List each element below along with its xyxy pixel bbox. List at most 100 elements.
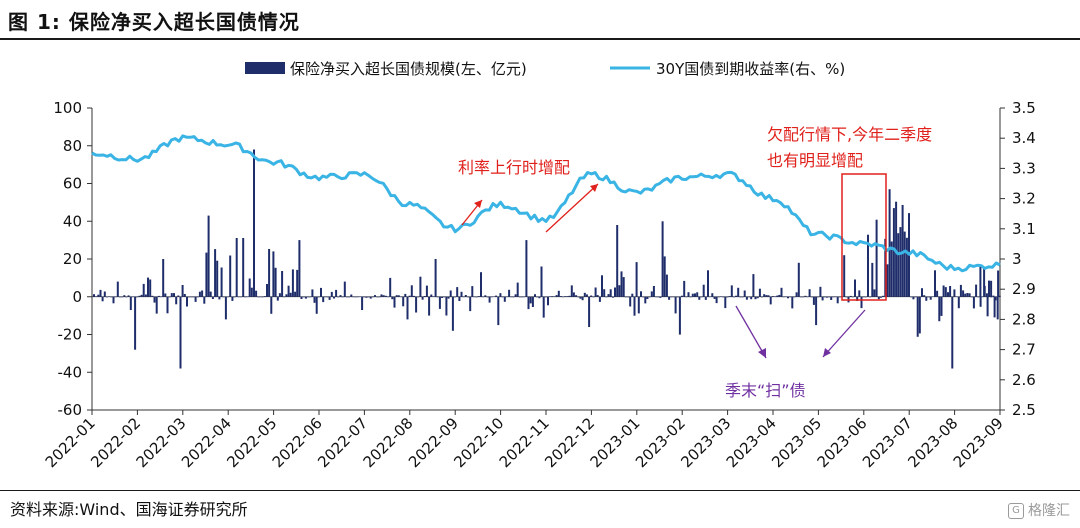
- bar: [996, 296, 999, 320]
- bar: [570, 285, 573, 297]
- highlight-box: [841, 173, 887, 301]
- bar: [395, 295, 398, 297]
- bar: [812, 296, 815, 305]
- y-left-tick-label: 20: [63, 250, 82, 268]
- bar: [752, 274, 755, 297]
- bar: [131, 296, 134, 298]
- bar: [918, 296, 921, 334]
- bar: [938, 296, 941, 322]
- bar: [497, 296, 500, 326]
- bar: [640, 291, 642, 297]
- bar: [756, 296, 759, 299]
- bar: [155, 296, 158, 314]
- footer-rule: [0, 490, 1080, 491]
- bar: [652, 286, 655, 297]
- bar: [477, 296, 480, 297]
- bar: [616, 225, 619, 297]
- bar: [730, 285, 733, 297]
- bar: [722, 296, 725, 298]
- bar: [443, 296, 446, 298]
- bar: [754, 296, 757, 300]
- bar: [624, 296, 627, 298]
- bar: [860, 296, 863, 309]
- bar: [871, 262, 874, 297]
- bar: [324, 296, 327, 298]
- bar: [315, 296, 318, 314]
- bar: [458, 296, 461, 301]
- bar: [205, 252, 208, 297]
- bar: [214, 249, 217, 297]
- bar: [879, 296, 882, 298]
- bar: [905, 237, 908, 297]
- bar: [235, 238, 238, 297]
- bar: [118, 296, 121, 298]
- bar: [551, 296, 554, 297]
- legend-bar-swatch: [245, 62, 285, 74]
- bar: [337, 296, 340, 298]
- bar: [581, 296, 584, 301]
- bar: [356, 296, 359, 298]
- bar: [992, 295, 995, 297]
- bar: [585, 294, 588, 297]
- bar: [162, 259, 165, 297]
- bar: [793, 296, 796, 298]
- bar: [787, 296, 789, 299]
- bar: [190, 296, 193, 298]
- y-left-tick-label: -40: [58, 363, 83, 381]
- bar: [875, 219, 878, 297]
- bar: [691, 293, 694, 297]
- bar: [419, 276, 422, 297]
- bar: [283, 296, 286, 298]
- bar: [415, 296, 418, 313]
- bar: [101, 296, 104, 302]
- bar: [149, 279, 152, 297]
- bar: [959, 284, 962, 297]
- bar: [391, 296, 394, 300]
- bar: [631, 293, 634, 297]
- bar: [384, 295, 387, 297]
- bar: [972, 296, 975, 309]
- title-rule: [0, 38, 1080, 40]
- bar: [231, 296, 234, 301]
- bar: [830, 296, 833, 300]
- bar: [387, 296, 389, 298]
- bar: [622, 277, 625, 297]
- bar: [940, 296, 943, 316]
- bar: [93, 294, 95, 297]
- bar: [564, 296, 567, 297]
- bar: [425, 285, 428, 297]
- bar: [758, 288, 761, 297]
- bar: [873, 289, 876, 297]
- bar: [720, 296, 722, 297]
- bar: [363, 296, 366, 298]
- bar: [572, 292, 575, 297]
- bar: [413, 295, 415, 297]
- bar: [114, 296, 117, 298]
- y-left-tick-label: 0: [72, 288, 82, 306]
- bar: [166, 296, 169, 314]
- bar: [594, 287, 597, 297]
- bar: [333, 296, 335, 299]
- bar: [944, 287, 947, 297]
- bar: [817, 296, 820, 298]
- bar: [484, 295, 487, 297]
- bar: [237, 296, 240, 298]
- bar: [227, 296, 229, 298]
- bar: [229, 255, 232, 297]
- bar: [724, 296, 727, 309]
- legend-line-label: 30Y国债到期收益率(右、%): [656, 60, 845, 78]
- bar: [218, 296, 221, 300]
- bar: [240, 296, 242, 298]
- bar: [598, 296, 601, 302]
- bar: [430, 294, 433, 297]
- bar: [278, 293, 281, 297]
- bar: [179, 296, 182, 369]
- bar: [985, 293, 988, 297]
- bar: [726, 296, 729, 298]
- bar: [330, 291, 333, 297]
- bar: [287, 285, 290, 297]
- bar: [123, 295, 126, 297]
- bar: [990, 280, 993, 297]
- bar: [97, 294, 100, 297]
- bar: [644, 296, 647, 304]
